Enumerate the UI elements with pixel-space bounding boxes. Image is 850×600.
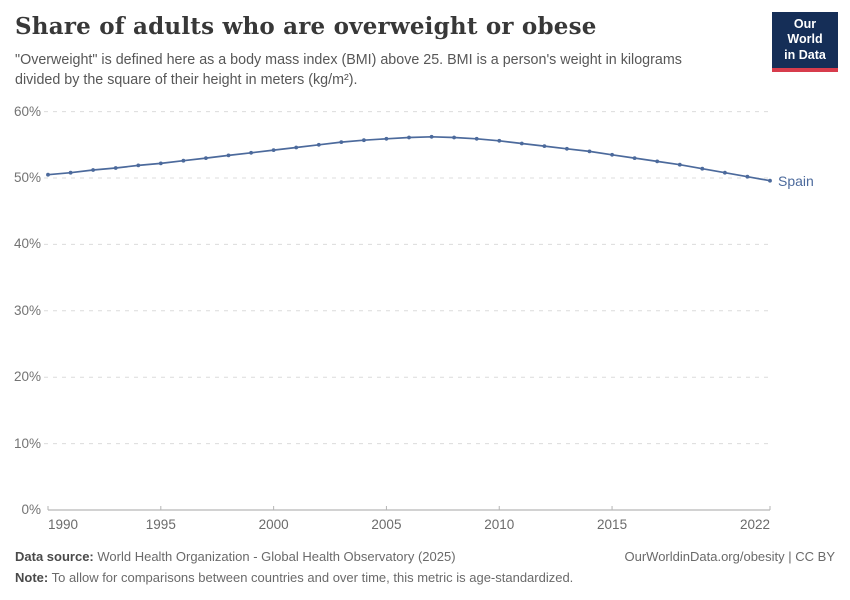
owid-logo-line1: Our World [787,17,823,47]
owid-logo[interactable]: Our World in Data [772,12,838,72]
chart-subtitle: "Overweight" is defined here as a body m… [15,52,682,88]
x-tick-label: 2022 [739,517,770,532]
note: Note: To allow for comparisons between c… [15,568,835,588]
x-tick-label: 2005 [371,517,402,532]
x-tick-label: 2010 [484,517,515,532]
x-tick-label: 1990 [48,517,79,532]
y-tick-label: 30% [13,302,41,318]
y-tick-label: 50% [13,170,41,185]
x-tick-label: 2000 [258,517,289,532]
chart-footer: Data source: World Health Organization -… [15,547,835,588]
y-tick-label: 20% [13,369,41,385]
y-tick-label: 10% [13,435,41,451]
data-source: Data source: World Health Organization -… [15,547,456,567]
credit-link[interactable]: OurWorldinData.org/obesity | CC BY [624,549,836,564]
series-label-spain[interactable]: Spain [778,172,814,189]
y-tick-label: 40% [13,236,41,252]
note-label: Note: [15,570,49,585]
x-tick-label: 1995 [145,517,176,532]
x-tick-label: 2015 [597,517,628,532]
note-text: To allow for comparisons between countri… [51,570,574,585]
data-source-text: World Health Organization - Global Healt… [97,549,456,564]
data-source-label: Data source: [15,549,94,564]
page-title: Share of adults who are overweight or ob… [15,13,597,40]
owid-logo-line2: in Data [784,47,826,62]
y-tick-label: 60% [13,103,41,119]
y-tick-label: 0% [21,502,41,517]
